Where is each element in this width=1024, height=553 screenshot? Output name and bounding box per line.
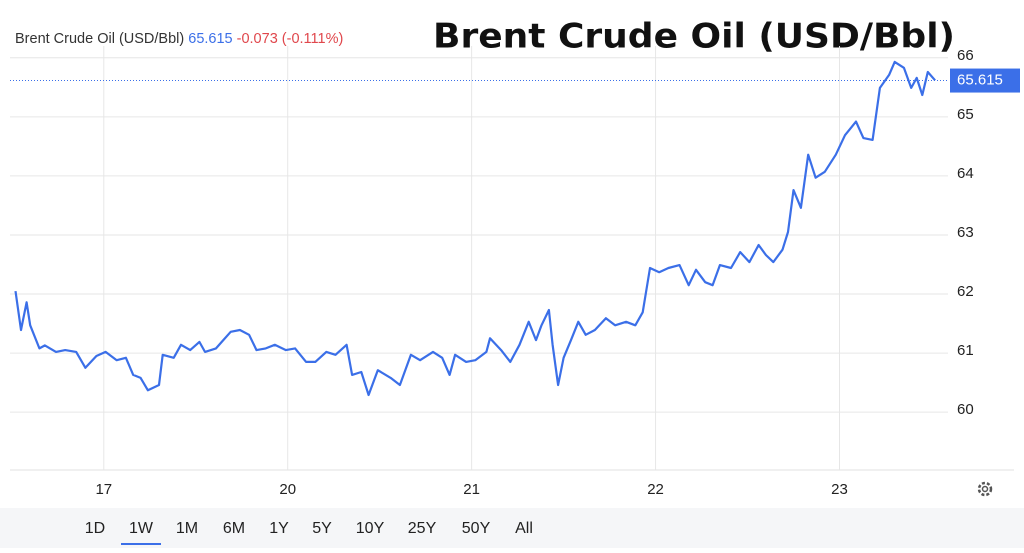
range-button[interactable]: 1D bbox=[85, 520, 105, 537]
range-button[interactable]: 1Y bbox=[269, 520, 289, 537]
y-tick-label: 63 bbox=[957, 224, 974, 241]
range-button[interactable]: 25Y bbox=[408, 520, 437, 537]
range-button[interactable]: 1M bbox=[176, 520, 198, 537]
y-tick-label: 60 bbox=[957, 401, 974, 418]
x-tick-label: 22 bbox=[647, 481, 664, 498]
range-button[interactable]: All bbox=[515, 520, 533, 537]
range-button[interactable]: 6M bbox=[223, 520, 245, 537]
y-tick-label: 61 bbox=[957, 342, 974, 359]
price-line bbox=[14, 60, 936, 397]
legend-change: -0.073 (-0.111%) bbox=[237, 31, 344, 47]
y-tick-label: 62 bbox=[957, 283, 974, 300]
x-tick-label: 20 bbox=[279, 481, 296, 498]
chart-legend: Brent Crude Oil (USD/Bbl) 65.615 -0.073 … bbox=[15, 31, 343, 47]
chart-title: Brent Crude Oil (USD/Bbl) bbox=[433, 17, 955, 57]
last-price-badge bbox=[950, 68, 1020, 93]
last-price-label: 65.615 bbox=[957, 72, 1003, 89]
y-tick-label: 66 bbox=[957, 47, 974, 64]
range-button[interactable]: 10Y bbox=[356, 520, 385, 537]
range-bar bbox=[0, 508, 1024, 548]
range-button[interactable]: 5Y bbox=[312, 520, 332, 537]
x-tick-label: 23 bbox=[831, 481, 848, 498]
settings-icon[interactable] bbox=[977, 481, 993, 497]
x-tick-label: 21 bbox=[463, 481, 480, 498]
legend-name: Brent Crude Oil (USD/Bbl) bbox=[15, 31, 184, 47]
legend-price: 65.615 bbox=[188, 31, 232, 47]
range-button[interactable]: 1W bbox=[129, 520, 154, 537]
y-tick-label: 65 bbox=[957, 106, 974, 123]
x-tick-label: 17 bbox=[95, 481, 112, 498]
range-button[interactable]: 50Y bbox=[462, 520, 491, 537]
y-tick-label: 64 bbox=[957, 165, 974, 182]
